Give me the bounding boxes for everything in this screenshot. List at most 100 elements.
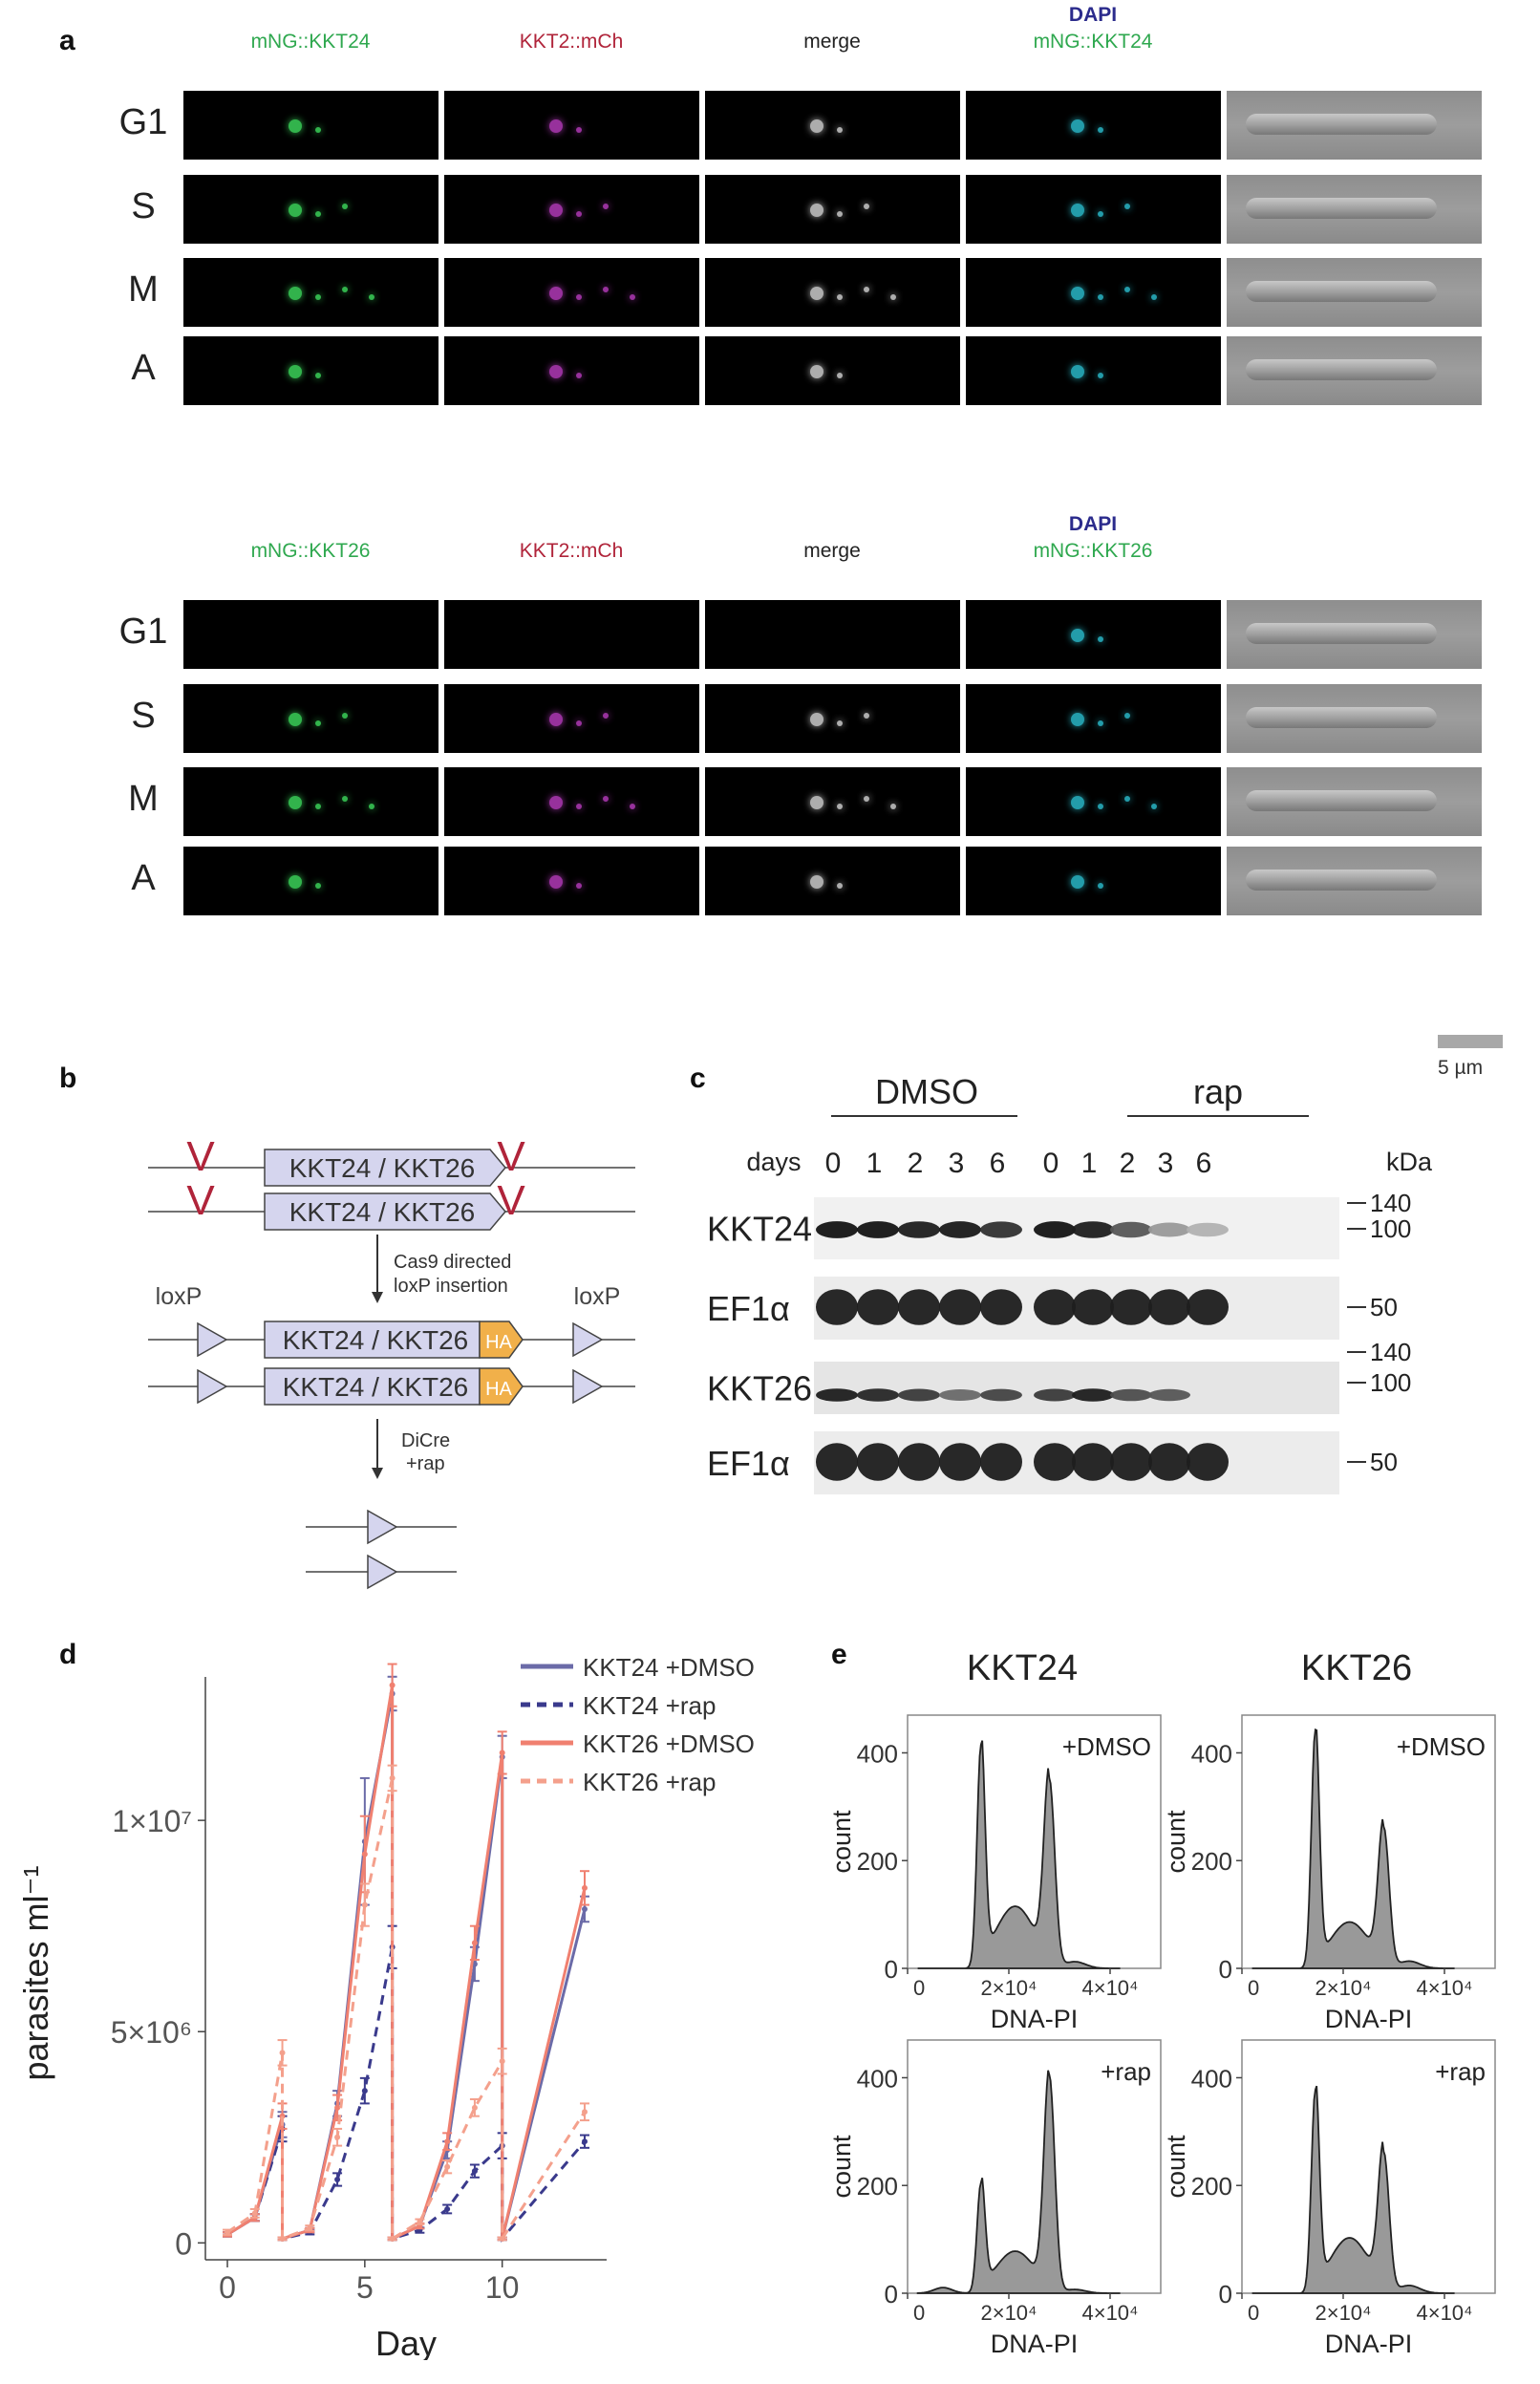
channel-label: KKT2::mCh: [519, 31, 624, 53]
y-tick-label: 400: [1191, 1739, 1232, 1768]
day-label: 3: [949, 1148, 965, 1179]
data-point: [334, 2134, 341, 2140]
condition-label: +DMSO: [1397, 1732, 1486, 1761]
day-label: 6: [1196, 1148, 1212, 1179]
fluorescence-image: [966, 91, 1221, 160]
loxp-site: [367, 1509, 398, 1545]
panel-label-d: d: [59, 1639, 77, 1670]
blot-band: [1110, 1443, 1152, 1481]
gene-label: KKT24 / KKT26: [283, 1372, 469, 1402]
step1-line1: Cas9 directed: [394, 1252, 511, 1273]
days-label: days: [746, 1148, 801, 1176]
data-point: [471, 2168, 478, 2175]
fluorescence-image: [183, 684, 438, 753]
scale-bar-label: 5 µm: [1438, 1057, 1484, 1079]
histogram-area: [1251, 2085, 1455, 2294]
fluorescence-image: [705, 600, 960, 669]
blot-band: [857, 1221, 899, 1238]
dic-image: [1227, 336, 1482, 405]
blot-band: [980, 1221, 1022, 1238]
data-point: [307, 2224, 313, 2231]
panel-d-growth-curve: 0 5×10⁶ 1×10⁷ 0 5 10 Day parasites ml⁻¹ KKT24 +D…: [16, 1653, 755, 2360]
series-line: [226, 1777, 587, 2244]
x-tick-label: 0: [913, 1976, 925, 2000]
blot-band: [898, 1443, 940, 1481]
blot-band: [1148, 1222, 1190, 1237]
channel-label: DAPI: [1068, 513, 1118, 535]
cell-cycle-stage-label: S: [131, 696, 156, 736]
data-point: [251, 2210, 258, 2217]
kda-label: kDa: [1386, 1148, 1433, 1176]
y-tick-label: 0: [175, 2226, 192, 2261]
channel-label: mNG::KKT26: [250, 540, 371, 562]
condition-label: +DMSO: [1062, 1732, 1151, 1761]
y-tick-label: 400: [857, 1739, 898, 1768]
loxp-site: [572, 1321, 604, 1358]
ha-tag: [479, 1367, 524, 1406]
blot-band: [1187, 1222, 1229, 1237]
data-point: [499, 1750, 505, 1756]
cut-mark: V: [497, 1177, 525, 1224]
cell-cycle-stage-label: A: [131, 858, 156, 898]
gene-box: [264, 1321, 481, 1359]
blot-band: [1187, 1289, 1229, 1325]
kda-marker: 50: [1370, 1293, 1398, 1321]
condition-label: +rap: [1101, 2057, 1151, 2086]
x-tick-label: 0: [219, 2270, 236, 2305]
data-point: [225, 2229, 231, 2236]
fluorescence-image: [705, 847, 960, 915]
histogram-area: [917, 1740, 1121, 1969]
blot-band: [1034, 1289, 1076, 1325]
fluorescence-image: [966, 600, 1221, 669]
kda-marker: 140: [1370, 1338, 1411, 1366]
legend-entry: KKT26 +DMSO: [583, 1729, 755, 1758]
channel-label: KKT2::mCh: [519, 540, 624, 562]
y-tick-label: 0: [1219, 1955, 1232, 1984]
data-point: [279, 2050, 286, 2056]
y-tick-label: 5×10⁶: [111, 2015, 192, 2050]
fluorescence-image: [705, 767, 960, 836]
data-point: [389, 2235, 396, 2242]
y-tick-label: 400: [1191, 2064, 1232, 2093]
x-tick-label: 2×10⁴: [980, 2301, 1037, 2325]
data-point: [581, 1884, 588, 1891]
blot-band: [1072, 1289, 1114, 1325]
dic-image: [1227, 91, 1482, 160]
channel-label: merge: [803, 31, 861, 53]
data-point: [334, 2104, 341, 2111]
blot-band: [898, 1388, 940, 1402]
fluorescence-image: [183, 336, 438, 405]
dic-image: [1227, 175, 1482, 244]
loxp-label: loxP: [574, 1283, 621, 1310]
channel-label: merge: [803, 540, 861, 562]
data-point: [499, 2058, 505, 2065]
day-label: 3: [1158, 1148, 1174, 1179]
fluorescence-image: [183, 175, 438, 244]
x-tick-label: 2×10⁴: [980, 1976, 1037, 2000]
kda-marker: 100: [1370, 1214, 1411, 1243]
data-point: [499, 2235, 505, 2242]
cell-cycle-stage-label: G1: [118, 612, 168, 652]
x-tick-label: 4×10⁴: [1081, 1976, 1138, 2000]
condition-label-rap: rap: [1193, 1072, 1243, 1111]
fluorescence-image: [966, 684, 1221, 753]
y-tick-label: 1×10⁷: [112, 1804, 192, 1838]
blot-target-label: EF1α: [707, 1289, 790, 1328]
day-label: 1: [1081, 1148, 1098, 1179]
channel-label: mNG::KKT24: [250, 31, 371, 53]
panel-b-schematic: KKT24 / KKT26 V V KKT24 / KKT26 V V Cas9…: [148, 1133, 635, 1590]
dic-image: [1227, 684, 1482, 753]
y-tick-label: 200: [857, 2172, 898, 2201]
panel-e-title-kkt26: KKT26: [1300, 1648, 1413, 1688]
y-axis-label: count: [1162, 1810, 1190, 1874]
gene-arrow: [264, 1149, 506, 1187]
blot-band: [1148, 1388, 1190, 1402]
cell-cycle-stage-label: A: [131, 348, 156, 388]
kda-marker: 50: [1370, 1448, 1398, 1476]
loxp-site: [572, 1368, 604, 1405]
data-point: [389, 1682, 396, 1688]
